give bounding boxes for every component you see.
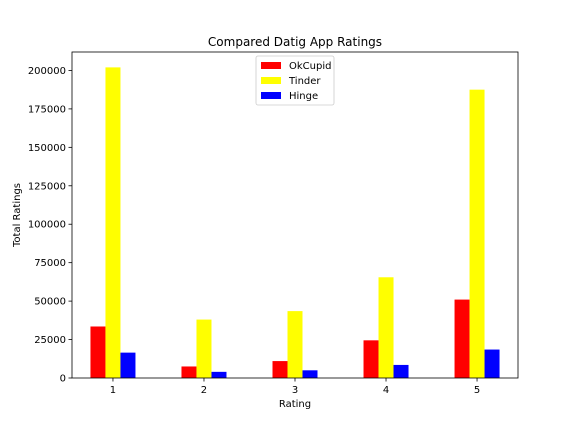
chart-title: Compared Datig App Ratings [208,35,382,49]
y-tick-label: 25000 [34,335,66,346]
bar-tinder-2 [196,320,211,378]
bar-hinge-5 [485,350,500,378]
bar-okcupid-3 [273,361,288,378]
y-tick-label: 0 [60,374,66,385]
legend-label-okcupid: OkCupid [289,61,331,72]
bar-hinge-3 [303,370,318,378]
y-tick-label: 75000 [34,258,66,269]
legend-swatch-okcupid [261,62,281,69]
y-tick-label: 50000 [34,297,66,308]
legend-swatch-tinder [261,77,281,84]
bar-okcupid-4 [364,340,379,378]
bar-tinder-5 [470,90,485,378]
bar-okcupid-5 [455,300,470,378]
x-axis-label: Rating [279,399,311,410]
bar-hinge-2 [211,372,226,378]
x-tick-label: 5 [474,385,480,396]
x-tick-label: 3 [292,385,298,396]
bar-tinder-1 [105,67,120,378]
y-axis: 0 25000 50000 75000 100000 125000 150000 175000… [28,66,72,385]
legend-label-hinge: Hinge [289,91,318,102]
bar-okcupid-2 [181,366,196,378]
bar-hinge-4 [394,365,409,378]
y-tick-label: 125000 [28,181,66,192]
x-tick-label: 4 [383,385,389,396]
y-tick-label: 175000 [28,104,66,115]
y-tick-label: 200000 [28,66,66,77]
bar-tinder-4 [379,277,394,378]
y-axis-label: Total Ratings [12,183,23,248]
bar-hinge-1 [120,353,135,378]
legend-swatch-hinge [261,92,281,99]
legend: OkCupid Tinder Hinge [256,56,334,105]
legend-label-tinder: Tinder [288,76,321,87]
y-tick-label: 150000 [28,143,66,154]
x-tick-label: 2 [201,385,207,396]
x-tick-label: 1 [110,385,116,396]
y-tick-label: 100000 [28,220,66,231]
bar-tinder-3 [288,311,303,378]
bar-okcupid-1 [90,326,105,378]
